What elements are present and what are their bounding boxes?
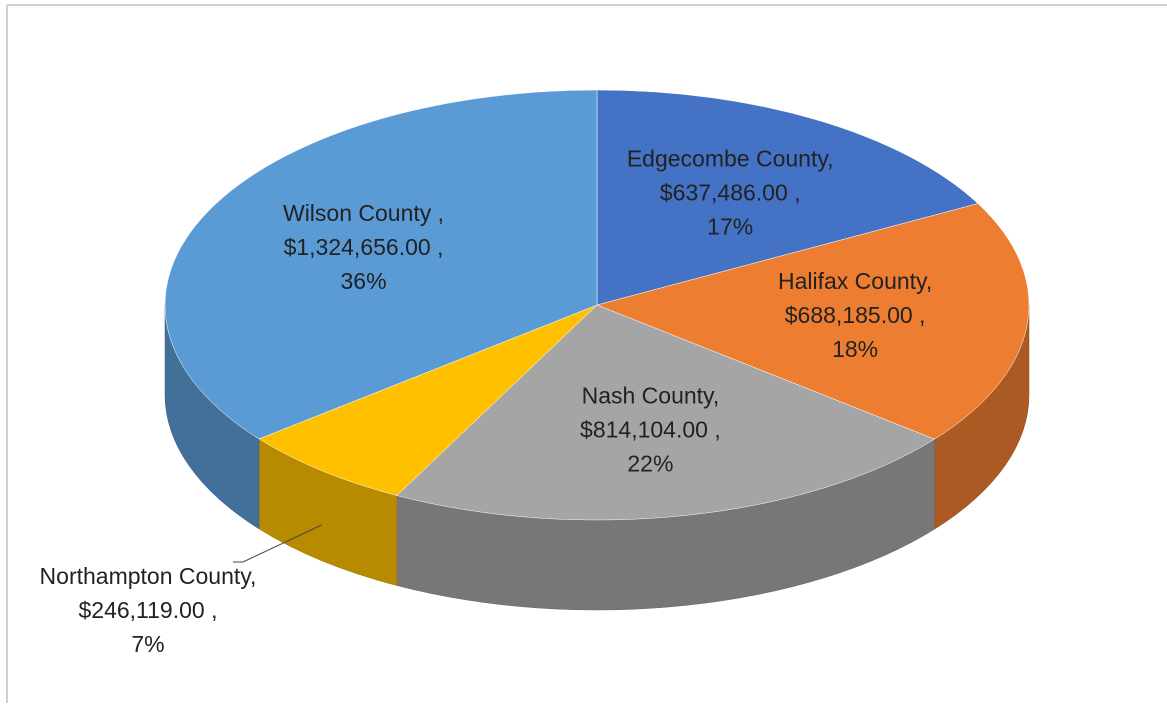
- slice-label-name: Halifax County,: [778, 268, 932, 294]
- slice-label-name: Nash County,: [582, 382, 720, 408]
- pie-labels: Edgecombe County, $637,486.00 , 17% Halifax…: [40, 145, 933, 657]
- pie-tops: [164, 89, 1030, 521]
- slice-label-name: Edgecombe County,: [627, 145, 834, 171]
- pie-slice: [396, 304, 936, 521]
- slice-label-percent: 7%: [131, 631, 164, 657]
- slice-label-percent: 17%: [707, 213, 753, 239]
- slice-label-percent: 36%: [340, 268, 386, 294]
- slice-label-value: $637,486.00 ,: [660, 179, 801, 205]
- pie-slice: [164, 89, 598, 440]
- slice-label-value: $1,324,656.00 ,: [284, 234, 444, 260]
- slice-label-value: $688,185.00 ,: [785, 302, 926, 328]
- slice-label-name: Northampton County,: [40, 563, 257, 589]
- slice-label-name: Wilson County ,: [283, 200, 444, 226]
- pie-slice: [596, 203, 1030, 440]
- slice-label-value: $814,104.00 ,: [580, 416, 721, 442]
- slice-label-percent: 22%: [627, 450, 673, 476]
- pie-slice: [596, 89, 979, 306]
- leader-line: [233, 524, 323, 563]
- slice-label-percent: 18%: [832, 336, 878, 362]
- slice-label-value: $246,119.00 ,: [79, 597, 218, 623]
- pie-slice: [258, 304, 598, 496]
- pie-sides: [164, 304, 1030, 611]
